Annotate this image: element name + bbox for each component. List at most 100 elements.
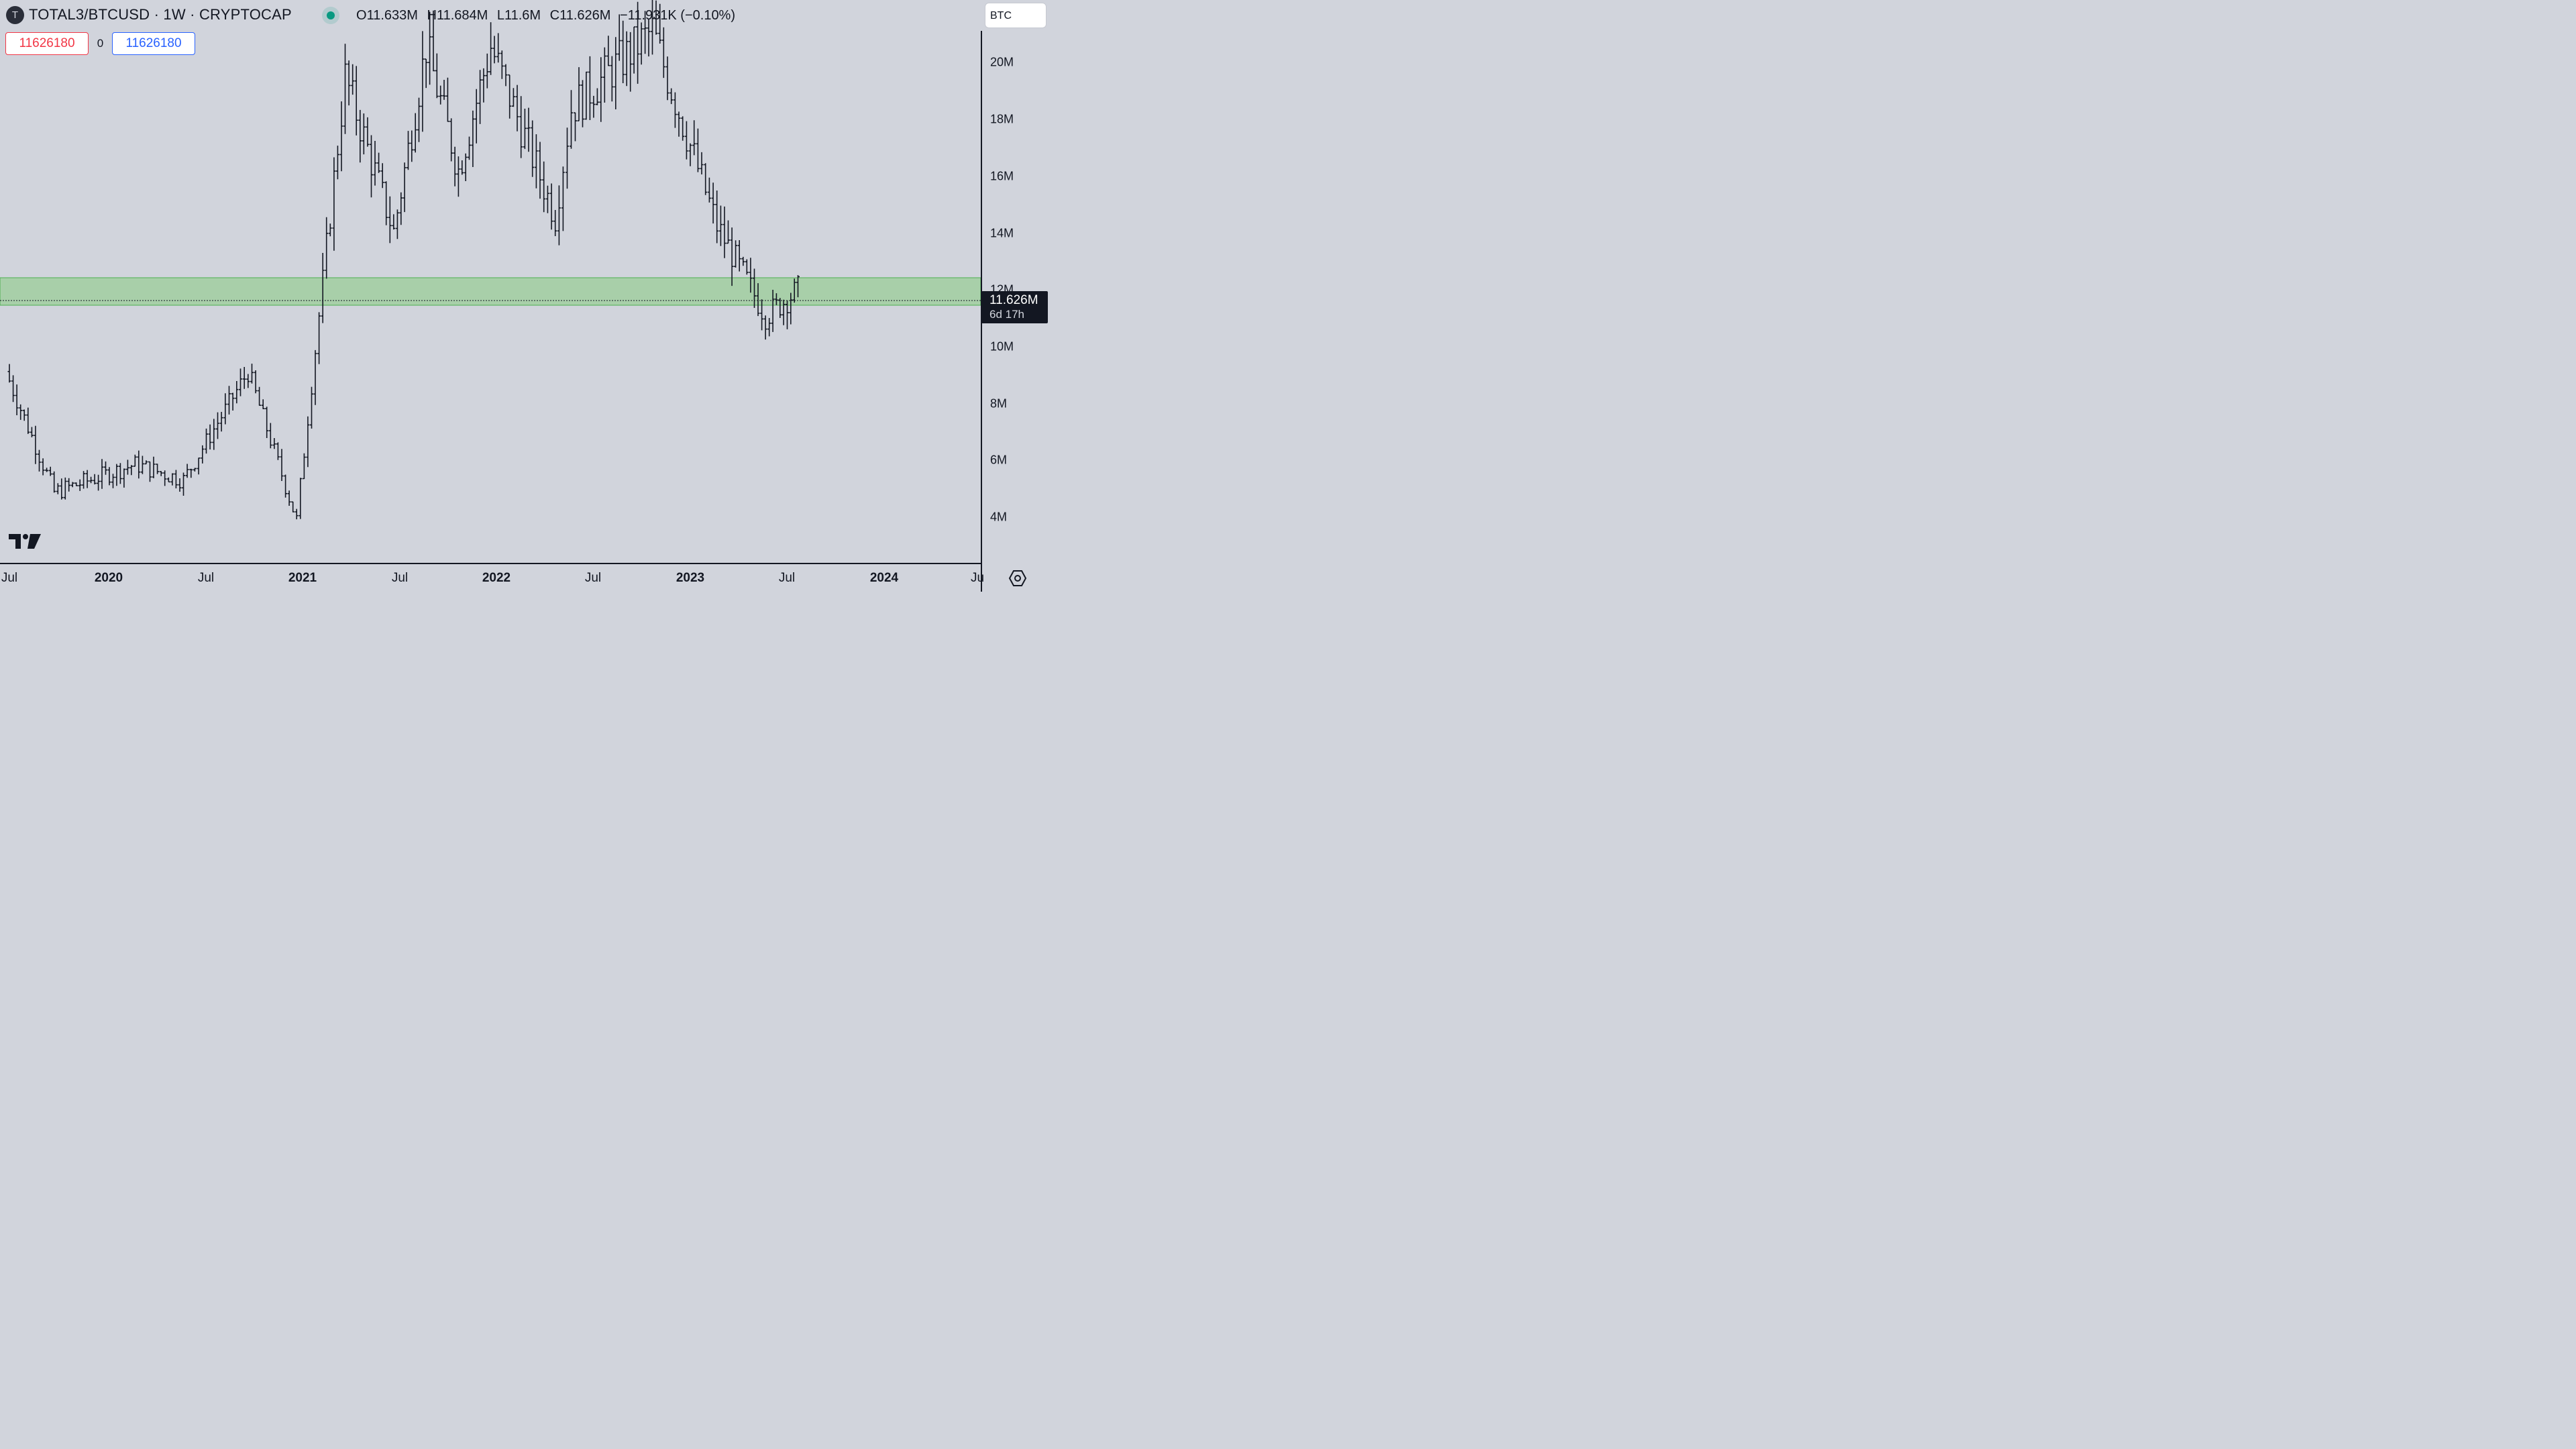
ohlc-bar — [445, 77, 449, 122]
ohlc-bar — [137, 450, 141, 479]
ohlc-bar — [511, 88, 515, 107]
ohlc-bar — [428, 11, 432, 85]
ohlc-bar — [22, 409, 26, 421]
ohlc-bar — [464, 153, 468, 181]
ohlc-bar — [413, 113, 417, 153]
sell-button[interactable]: 11626180 — [5, 32, 89, 55]
ohlc-bar — [11, 375, 15, 402]
ohlc-bar — [366, 117, 370, 147]
ohlc-bar — [104, 461, 107, 475]
ohlc-bar — [276, 442, 280, 460]
y-tick-label: 8M — [990, 396, 1008, 411]
symbol-logo[interactable]: T — [6, 6, 24, 24]
ohlc-bar — [468, 136, 471, 160]
ohlc-bar — [122, 468, 126, 488]
ohlc-bar — [485, 53, 489, 89]
ohlc-bar — [15, 384, 19, 415]
ohlc-bar — [741, 256, 745, 266]
high-label: H — [427, 8, 437, 23]
ohlc-bar — [711, 182, 715, 224]
symbol-title[interactable]: TOTAL3/BTCUSD · 1W · CRYPTOCAP — [29, 6, 292, 23]
ohlc-bar — [684, 121, 688, 160]
ohlc-bar — [519, 96, 523, 158]
ohlc-bar — [763, 315, 767, 340]
ohlc-bar — [97, 474, 101, 491]
y-tick-label: 6M — [990, 453, 1008, 467]
settings-gear-icon[interactable] — [1008, 570, 1027, 587]
ohlc-bar — [399, 192, 403, 225]
x-tick-label: 2022 — [482, 571, 511, 585]
ohlc-bar — [431, 10, 435, 72]
ohlc-bar — [692, 120, 696, 156]
ohlc-bar — [606, 36, 610, 66]
ohlc-bar — [78, 479, 82, 491]
ohlc-bar — [632, 26, 636, 74]
ohlc-bar — [60, 478, 64, 500]
currency-selector[interactable]: BTC — [985, 3, 1046, 28]
close-label: C — [549, 8, 560, 23]
buy-button[interactable]: 11626180 — [112, 32, 195, 55]
ohlc-bar — [610, 56, 614, 102]
price-axis[interactable] — [981, 0, 1052, 564]
ohlc-bar — [100, 459, 104, 489]
ohlc-bar — [796, 275, 800, 298]
ohlc-bar — [144, 460, 148, 465]
ohlc-bar — [478, 70, 482, 124]
ohlc-bar — [284, 474, 288, 498]
tradingview-logo-icon[interactable] — [7, 531, 42, 551]
ohlc-bar — [246, 374, 250, 388]
ohlc-bar — [152, 456, 156, 478]
ohlc-bar — [388, 196, 392, 244]
ohlc-bar — [67, 478, 71, 492]
price-chart[interactable] — [0, 0, 981, 564]
ohlc-bar — [129, 465, 133, 476]
ohlc-bar — [208, 424, 212, 449]
ohlc-bar — [778, 298, 782, 318]
ohlc-bar — [584, 71, 588, 120]
ohlc-bar — [362, 113, 366, 155]
ohlc-bar — [782, 299, 786, 325]
ohlc-bar — [410, 130, 414, 162]
ohlc-bar — [745, 259, 749, 275]
ohlc-bar — [722, 206, 727, 258]
ohlc-bar — [636, 1, 640, 84]
ohlc-bar — [30, 427, 34, 437]
ohlc-bar — [159, 471, 163, 476]
ohlc-bar — [471, 110, 475, 167]
ohlc-bar — [310, 386, 313, 429]
ohlc-bar — [280, 449, 284, 481]
ohlc-bar — [205, 428, 208, 454]
trade-buttons: 11626180 0 11626180 — [5, 32, 195, 56]
ohlc-bar — [133, 454, 137, 467]
ohlc-bar — [227, 386, 231, 415]
ohlc-bar — [718, 205, 722, 246]
market-status-icon[interactable] — [322, 7, 339, 24]
ohlc-bar — [118, 463, 122, 484]
ohlc-bar — [651, 0, 654, 55]
high-value: 11.684M — [436, 8, 488, 23]
ohlc-bar — [489, 22, 493, 75]
ohlc-bar — [328, 223, 332, 237]
ohlc-bar — [384, 181, 388, 225]
ohlc-bar — [566, 127, 569, 189]
low-value: 11.6M — [504, 8, 541, 23]
ohlc-bar — [553, 210, 557, 236]
ohlc-bar — [696, 128, 700, 172]
ohlc-bar — [707, 177, 711, 203]
ohlc-bar — [753, 268, 756, 308]
ohlc-bar — [163, 470, 167, 486]
spread-value: 0 — [97, 37, 104, 50]
time-axis-border — [0, 563, 981, 564]
ohlc-bar — [760, 299, 764, 331]
ohlc-bar — [435, 53, 439, 99]
ohlc-bar — [373, 141, 377, 186]
ohlc-bar — [602, 47, 606, 103]
ohlc-bar — [673, 92, 677, 128]
ohlc-bar — [56, 483, 60, 494]
ohlc-bar — [581, 80, 584, 127]
y-tick-label: 14M — [990, 226, 1014, 240]
ohlc-bar — [125, 460, 129, 475]
ohlc-bar — [625, 31, 629, 87]
ohlc-bar — [595, 88, 599, 105]
x-tick-label: 2021 — [288, 571, 317, 585]
